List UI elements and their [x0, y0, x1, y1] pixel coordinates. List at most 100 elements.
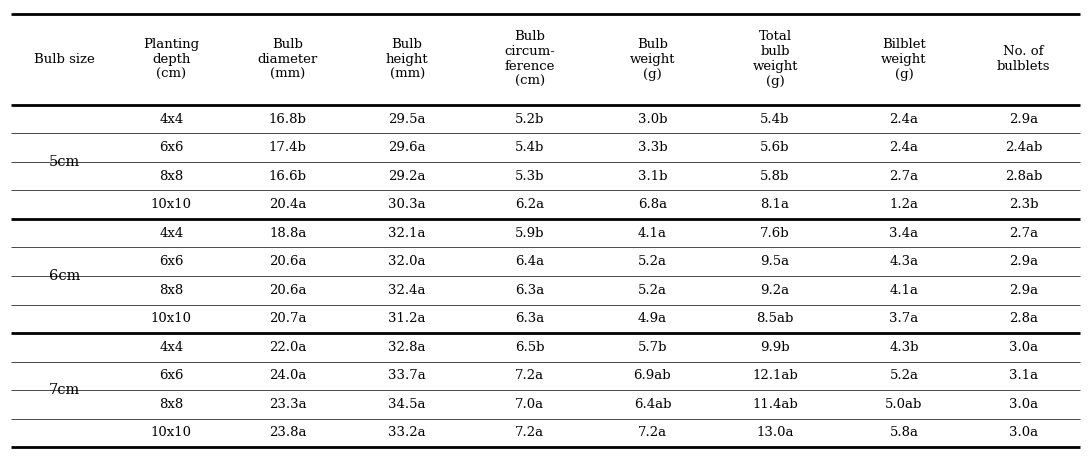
- Text: 5.4b: 5.4b: [760, 112, 790, 125]
- Text: 3.4a: 3.4a: [889, 227, 919, 240]
- Text: 30.3a: 30.3a: [388, 198, 425, 211]
- Text: 2.4a: 2.4a: [889, 141, 919, 154]
- Text: 29.2a: 29.2a: [388, 170, 425, 183]
- Text: No. of
bulblets: No. of bulblets: [997, 45, 1051, 73]
- Text: 6.8a: 6.8a: [638, 198, 667, 211]
- Text: 6x6: 6x6: [159, 369, 183, 382]
- Text: 32.0a: 32.0a: [388, 255, 425, 268]
- Text: 33.2a: 33.2a: [388, 426, 425, 439]
- Text: 18.8a: 18.8a: [269, 227, 307, 240]
- Text: 7.6b: 7.6b: [760, 227, 790, 240]
- Text: 11.4ab: 11.4ab: [752, 398, 798, 411]
- Text: 6.9ab: 6.9ab: [634, 369, 671, 382]
- Text: 4.1a: 4.1a: [889, 284, 919, 297]
- Text: 10x10: 10x10: [151, 312, 192, 325]
- Text: 4x4: 4x4: [159, 227, 183, 240]
- Text: 4.9a: 4.9a: [638, 312, 667, 325]
- Text: Bulb
weight
(g): Bulb weight (g): [630, 38, 675, 81]
- Text: 6.2a: 6.2a: [515, 198, 544, 211]
- Text: 6.5b: 6.5b: [515, 341, 544, 354]
- Text: 3.0a: 3.0a: [1009, 426, 1038, 439]
- Text: 29.6a: 29.6a: [388, 141, 425, 154]
- Text: 2.4ab: 2.4ab: [1005, 141, 1042, 154]
- Text: 7.2a: 7.2a: [515, 426, 544, 439]
- Text: 6x6: 6x6: [159, 255, 183, 268]
- Text: 12.1ab: 12.1ab: [752, 369, 798, 382]
- Text: 5.8b: 5.8b: [760, 170, 790, 183]
- Text: 17.4b: 17.4b: [268, 141, 307, 154]
- Text: 22.0a: 22.0a: [269, 341, 307, 354]
- Text: 2.9a: 2.9a: [1009, 255, 1038, 268]
- Text: 5cm: 5cm: [49, 155, 80, 169]
- Text: 23.3a: 23.3a: [268, 398, 307, 411]
- Text: 10x10: 10x10: [151, 426, 192, 439]
- Text: 20.6a: 20.6a: [268, 255, 307, 268]
- Text: 2.4a: 2.4a: [889, 112, 919, 125]
- Text: 5.0ab: 5.0ab: [885, 398, 923, 411]
- Text: 20.7a: 20.7a: [268, 312, 307, 325]
- Text: 6cm: 6cm: [49, 269, 80, 283]
- Text: 2.7a: 2.7a: [889, 170, 919, 183]
- Text: 5.3b: 5.3b: [515, 170, 544, 183]
- Text: 20.6a: 20.6a: [268, 284, 307, 297]
- Text: 5.2a: 5.2a: [889, 369, 919, 382]
- Text: 4.3b: 4.3b: [889, 341, 919, 354]
- Text: 2.7a: 2.7a: [1009, 227, 1038, 240]
- Text: 3.0a: 3.0a: [1009, 398, 1038, 411]
- Text: 2.3b: 2.3b: [1009, 198, 1039, 211]
- Text: 3.1b: 3.1b: [637, 170, 668, 183]
- Text: 4.3a: 4.3a: [889, 255, 919, 268]
- Text: 5.2a: 5.2a: [638, 284, 667, 297]
- Text: 5.4b: 5.4b: [515, 141, 544, 154]
- Text: 5.2a: 5.2a: [638, 255, 667, 268]
- Text: 2.8ab: 2.8ab: [1005, 170, 1042, 183]
- Text: 33.7a: 33.7a: [388, 369, 425, 382]
- Text: 5.7b: 5.7b: [637, 341, 668, 354]
- Text: 8.5ab: 8.5ab: [756, 312, 794, 325]
- Text: Bilblet
weight
(g): Bilblet weight (g): [882, 38, 926, 81]
- Text: 6.3a: 6.3a: [515, 312, 544, 325]
- Text: 7cm: 7cm: [49, 383, 80, 397]
- Text: 8x8: 8x8: [159, 398, 183, 411]
- Text: 3.0a: 3.0a: [1009, 341, 1038, 354]
- Text: 2.9a: 2.9a: [1009, 284, 1038, 297]
- Text: 5.6b: 5.6b: [760, 141, 790, 154]
- Text: 5.9b: 5.9b: [515, 227, 544, 240]
- Text: 29.5a: 29.5a: [388, 112, 425, 125]
- Text: Bulb size: Bulb size: [34, 53, 95, 66]
- Text: 8x8: 8x8: [159, 284, 183, 297]
- Text: 10x10: 10x10: [151, 198, 192, 211]
- Text: Total
bulb
weight
(g): Total bulb weight (g): [753, 30, 798, 89]
- Text: 7.2a: 7.2a: [638, 426, 667, 439]
- Text: 4x4: 4x4: [159, 341, 183, 354]
- Text: 23.8a: 23.8a: [268, 426, 307, 439]
- Text: 32.1a: 32.1a: [388, 227, 425, 240]
- Text: 6.4a: 6.4a: [515, 255, 544, 268]
- Text: 34.5a: 34.5a: [388, 398, 425, 411]
- Text: 4x4: 4x4: [159, 112, 183, 125]
- Text: 16.8b: 16.8b: [268, 112, 307, 125]
- Text: 9.2a: 9.2a: [760, 284, 790, 297]
- Text: 16.6b: 16.6b: [268, 170, 307, 183]
- Text: 8x8: 8x8: [159, 170, 183, 183]
- Text: 31.2a: 31.2a: [388, 312, 425, 325]
- Text: Bulb
diameter
(mm): Bulb diameter (mm): [257, 38, 317, 81]
- Text: 6.3a: 6.3a: [515, 284, 544, 297]
- Text: 3.1a: 3.1a: [1009, 369, 1038, 382]
- Text: 5.8a: 5.8a: [889, 426, 919, 439]
- Text: 7.2a: 7.2a: [515, 369, 544, 382]
- Text: 1.2a: 1.2a: [889, 198, 919, 211]
- Text: Bulb
circum-
ference
(cm): Bulb circum- ference (cm): [504, 30, 555, 89]
- Text: 13.0a: 13.0a: [756, 426, 794, 439]
- Text: 24.0a: 24.0a: [269, 369, 307, 382]
- Text: 3.3b: 3.3b: [637, 141, 668, 154]
- Text: 32.8a: 32.8a: [388, 341, 425, 354]
- Text: 4.1a: 4.1a: [638, 227, 667, 240]
- Text: 3.7a: 3.7a: [889, 312, 919, 325]
- Text: 3.0b: 3.0b: [637, 112, 668, 125]
- Text: 6.4ab: 6.4ab: [634, 398, 671, 411]
- Text: 2.8a: 2.8a: [1009, 312, 1038, 325]
- Text: 32.4a: 32.4a: [388, 284, 425, 297]
- Text: 2.9a: 2.9a: [1009, 112, 1038, 125]
- Text: 6x6: 6x6: [159, 141, 183, 154]
